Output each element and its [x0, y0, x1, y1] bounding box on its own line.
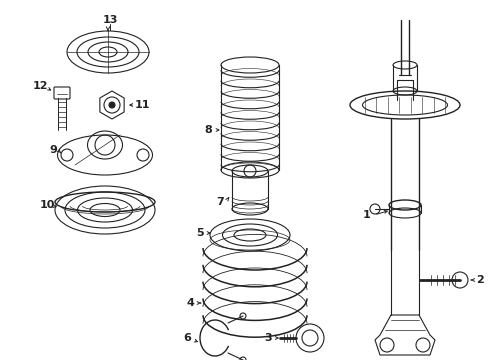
Text: 3: 3 [264, 333, 271, 343]
Text: 5: 5 [196, 228, 203, 238]
Text: 2: 2 [475, 275, 483, 285]
Text: 6: 6 [183, 333, 190, 343]
Text: 4: 4 [185, 298, 194, 308]
Text: 10: 10 [39, 200, 55, 210]
Text: 11: 11 [134, 100, 149, 110]
Text: 12: 12 [32, 81, 48, 91]
Text: 7: 7 [216, 197, 224, 207]
Text: 9: 9 [49, 145, 57, 155]
Text: 1: 1 [363, 210, 370, 220]
Circle shape [109, 102, 115, 108]
Text: 13: 13 [102, 15, 118, 25]
Text: 8: 8 [203, 125, 211, 135]
